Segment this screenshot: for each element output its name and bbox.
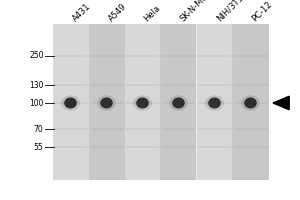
Text: 250: 250 xyxy=(29,51,44,60)
Bar xyxy=(52,24,268,180)
Ellipse shape xyxy=(244,98,257,108)
Ellipse shape xyxy=(205,95,224,111)
Bar xyxy=(196,24,232,180)
Text: NIH/3T3: NIH/3T3 xyxy=(214,0,245,23)
Ellipse shape xyxy=(241,95,260,111)
Bar xyxy=(52,24,88,180)
Ellipse shape xyxy=(97,95,116,111)
Ellipse shape xyxy=(61,95,80,111)
Ellipse shape xyxy=(136,98,149,108)
Text: 55: 55 xyxy=(34,142,44,152)
Bar xyxy=(232,24,268,180)
Ellipse shape xyxy=(64,98,77,108)
Text: A431: A431 xyxy=(70,1,92,23)
Bar xyxy=(124,24,160,180)
Text: A549: A549 xyxy=(106,1,128,23)
Polygon shape xyxy=(273,96,289,110)
Bar xyxy=(160,24,196,180)
Ellipse shape xyxy=(208,98,221,108)
Text: Hela: Hela xyxy=(142,3,162,23)
Ellipse shape xyxy=(172,98,185,108)
Ellipse shape xyxy=(100,98,113,108)
Ellipse shape xyxy=(169,95,188,111)
Text: 130: 130 xyxy=(29,81,44,90)
Ellipse shape xyxy=(133,95,152,111)
Text: 100: 100 xyxy=(29,98,44,108)
Text: SK-N-MC: SK-N-MC xyxy=(178,0,210,23)
Text: PC-12: PC-12 xyxy=(250,0,274,23)
Bar xyxy=(88,24,124,180)
Text: 70: 70 xyxy=(34,124,44,134)
